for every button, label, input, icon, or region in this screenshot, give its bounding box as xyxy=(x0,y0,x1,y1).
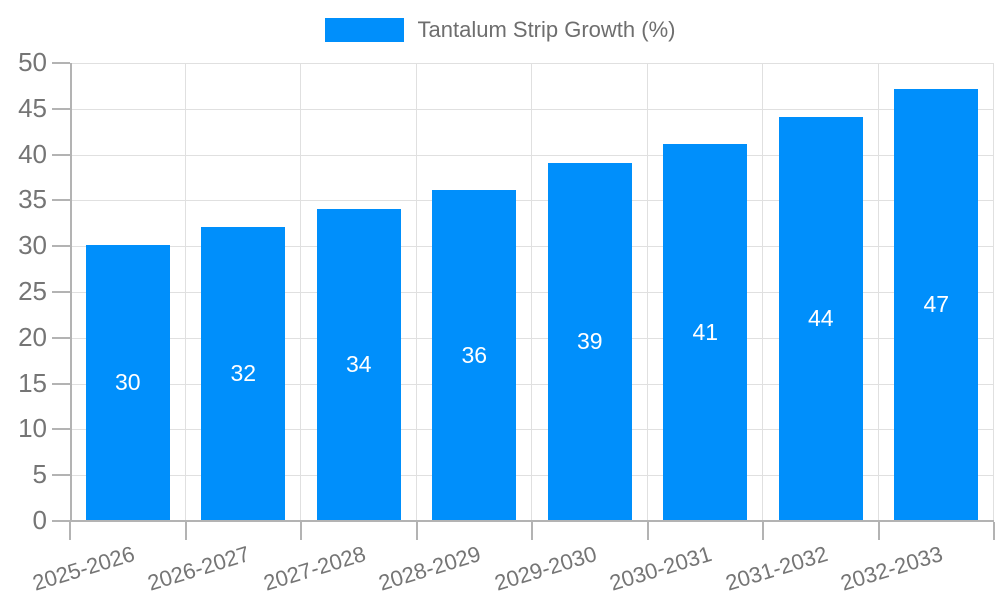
x-gridline xyxy=(877,63,879,521)
x-tick-mark xyxy=(646,522,649,540)
x-axis-tick-label: 2029-2030 xyxy=(491,541,600,596)
bar-value-label: 47 xyxy=(923,291,950,318)
x-axis-tick-label: 2028-2029 xyxy=(375,541,484,596)
bar[interactable]: 47 xyxy=(894,89,979,520)
y-gridline xyxy=(70,475,994,477)
y-tick-mark xyxy=(52,62,70,64)
x-gridline xyxy=(762,63,763,521)
x-gridline xyxy=(531,63,532,521)
plot-area: 0 5 10 15 20 25 30 35 40 45 50 30 32 34 36 39 41 44 47 2025… xyxy=(18,47,995,596)
bar[interactable]: 34 xyxy=(316,208,401,520)
legend-label: Tantalum Strip Growth (%) xyxy=(417,17,676,42)
bar-value-label: 36 xyxy=(461,341,488,368)
x-axis-tick-label: 2032-2033 xyxy=(837,541,946,596)
x-tick-mark xyxy=(762,522,764,540)
x-axis-line xyxy=(70,520,994,522)
y-tick-mark xyxy=(52,520,70,522)
bar-value-label: 30 xyxy=(114,369,141,396)
x-tick-mark xyxy=(993,522,995,540)
bar[interactable]: 39 xyxy=(547,162,632,520)
x-gridline xyxy=(993,63,994,521)
x-gridline xyxy=(415,63,417,521)
y-tick-mark xyxy=(52,428,70,431)
x-tick-mark xyxy=(300,522,302,540)
x-gridline xyxy=(300,63,301,521)
y-gridline xyxy=(70,429,994,431)
y-axis-tick-label: 40 xyxy=(18,138,47,169)
y-tick-mark xyxy=(52,336,70,339)
y-axis-tick-label: 0 xyxy=(32,504,47,535)
x-gridline xyxy=(184,63,186,521)
y-gridline xyxy=(70,337,994,339)
x-axis-tick-label: 2031-2032 xyxy=(722,541,831,596)
x-axis-tick-label: 2027-2028 xyxy=(260,541,369,596)
x-tick-mark xyxy=(531,522,533,540)
y-tick-mark xyxy=(52,107,70,110)
y-gridline xyxy=(70,108,994,110)
y-tick-mark xyxy=(52,245,70,248)
y-axis-tick-label: 35 xyxy=(18,184,47,215)
y-axis-tick-label: 5 xyxy=(32,459,47,490)
y-axis-tick-label: 45 xyxy=(18,92,47,123)
bar[interactable]: 32 xyxy=(201,226,286,520)
y-gridline xyxy=(70,154,994,156)
y-axis-tick-label: 20 xyxy=(18,321,47,352)
bar-value-label: 32 xyxy=(230,359,257,386)
y-axis-tick-label: 50 xyxy=(18,46,47,77)
x-axis-tick-label: 2030-2031 xyxy=(606,541,715,596)
x-axis-tick-label: 2025-2026 xyxy=(29,541,138,596)
y-axis-tick-label: 10 xyxy=(18,413,47,444)
bar[interactable]: 36 xyxy=(432,190,517,520)
y-tick-mark xyxy=(52,474,70,477)
y-axis-tick-label: 30 xyxy=(18,230,47,261)
x-axis-tick-label: 2026-2027 xyxy=(144,541,253,596)
bar[interactable]: 44 xyxy=(778,116,863,520)
legend-swatch xyxy=(324,18,404,42)
y-tick-mark xyxy=(52,153,70,156)
y-tick-mark xyxy=(52,199,70,202)
y-gridline xyxy=(70,200,994,202)
bar-value-label: 44 xyxy=(807,304,834,331)
bar-value-label: 41 xyxy=(692,318,719,345)
y-gridline xyxy=(70,246,994,248)
bar[interactable]: 30 xyxy=(85,245,170,520)
x-tick-mark xyxy=(877,522,880,540)
x-gridline xyxy=(646,63,648,521)
y-axis-line xyxy=(70,63,72,521)
y-gridline xyxy=(70,383,994,385)
y-gridline xyxy=(70,63,994,64)
y-tick-mark xyxy=(52,382,70,385)
y-tick-mark xyxy=(52,291,70,293)
x-tick-mark xyxy=(184,522,187,540)
y-axis-tick-label: 15 xyxy=(18,367,47,398)
y-axis-tick-label: 25 xyxy=(18,275,47,306)
bar-value-label: 34 xyxy=(345,350,372,377)
x-tick-mark xyxy=(69,522,71,540)
legend[interactable]: Tantalum Strip Growth (%) xyxy=(0,17,1000,43)
bar-value-label: 39 xyxy=(576,327,603,354)
bar[interactable]: 41 xyxy=(663,144,748,520)
x-tick-mark xyxy=(415,522,418,540)
y-gridline xyxy=(70,292,994,293)
